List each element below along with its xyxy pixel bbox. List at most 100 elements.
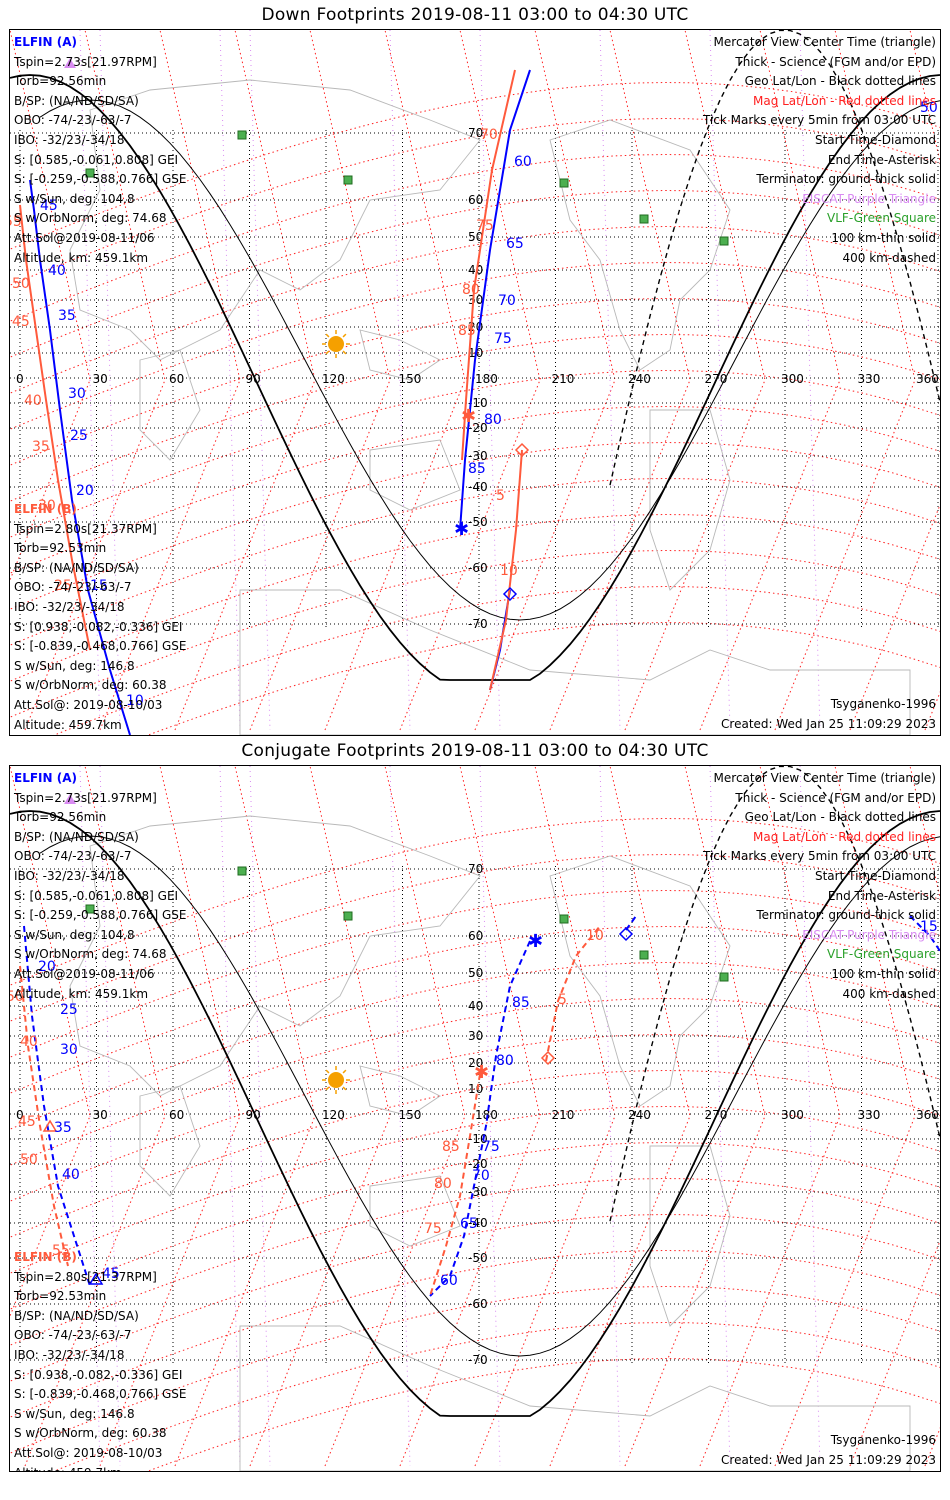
elfin-a-track [909, 915, 940, 952]
lon-tick-label: 360 [916, 372, 939, 386]
elfin-b-line: S w/OrbNorm, deg: 60.38 [14, 678, 167, 693]
legend-item: Mercator View Center Time (triangle) [713, 771, 936, 785]
terminator-ground-line [10, 810, 940, 1417]
legend-item: EISCAT-Purple Triangle [802, 927, 936, 942]
legend-item: Thick - Science (FGM and/or EPD) [735, 790, 936, 805]
lon-tick-label: 60 [169, 1108, 184, 1122]
elfin-a-tick-label: 60 [514, 154, 532, 170]
mag-lat-line [10, 81, 940, 250]
elfin-a-tick-label: 30 [60, 1042, 78, 1058]
mag-lat-line [10, 1249, 940, 1418]
elfin-b-tick-label: 5 [558, 992, 567, 1008]
lon-tick-label: 60 [169, 372, 184, 386]
elfin-b-line: IBO: -32/23/-34/18 [14, 1347, 125, 1362]
sun-icon [328, 1072, 344, 1088]
elfin-b-track [429, 1073, 481, 1297]
elfin-b-header: ELFIN (B) [14, 1250, 77, 1264]
elfin-a-tick-label: 10 [126, 693, 144, 709]
conjugate-footprints-panel: 0 30 60 90 120 150 180 210 240 270 300 330 360 70 60 50… [9, 765, 941, 1472]
elfin-a-tick-label: 60 [440, 1273, 458, 1289]
elfin-a-header: ELFIN (A) [14, 771, 77, 785]
map-canvas: 0 30 60 90 120 150 180 210 240 270 300 330 360706050… [10, 766, 940, 1471]
start-diamond-icon [502, 586, 518, 602]
lon-tick-label: 150 [399, 372, 422, 386]
lon-tick-label: 300 [781, 1108, 804, 1122]
down-footprints-panel: 0 30 60 90 120 150 180 210 240 270 300 330 360 70 60 50… [9, 29, 941, 736]
elfin-b-tick-label: 75 [424, 1221, 442, 1237]
sun-ray [342, 333, 347, 338]
elfin-b-tick-label: 25 [54, 578, 72, 594]
lat-tick-label: 40 [468, 263, 483, 277]
eiscat-line [389, 30, 411, 731]
model-label: Tsyganenko-1996 [830, 1433, 936, 1447]
coastline [369, 1175, 461, 1247]
elfin-b-track [489, 449, 523, 691]
elfin-a-line: S w/OrbNorm, deg: 74.68 [14, 947, 167, 962]
elfin-b-tick-label: 85 [442, 1139, 460, 1155]
lon-tick-label: 240 [628, 1108, 651, 1122]
legend-item: Terminator: ground-thick solid [756, 908, 936, 923]
sun-ray [342, 1086, 347, 1091]
legend-item: 400 km-dashed [842, 250, 936, 265]
elfin-a-track [459, 69, 531, 531]
eiscat-triangle-icon [64, 58, 76, 68]
elfin-a-tick-label: 35 [58, 308, 76, 324]
elfin-b-line: S: [0.938,-0.082,-0.336] GEI [14, 1367, 183, 1382]
terminator-100km-line [39, 99, 940, 621]
elfin-b-tick-label: 30 [38, 498, 56, 514]
elfin-b-info: ELFIN (B) Tspin=2.80s[21.37RPM] Torb=92.… [14, 1248, 187, 1471]
eiscat-line [79, 766, 101, 1467]
elfin-a-tick-label: 20 [38, 959, 56, 975]
start-diamond-icon [618, 926, 634, 942]
mag-lat-line [10, 1177, 940, 1346]
created-timestamp: Created: Wed Jan 25 11:09:29 2023 [721, 717, 936, 731]
elfin-a-line: IBO: -32/23/-34/18 [14, 868, 125, 883]
elfin-a-line: Torb=92.56min [14, 810, 107, 825]
elfin-a-info: ELFIN (A) Tspin=2.73s[21.97RPM] Torb=92.… [14, 769, 187, 1004]
vlf-square-icon [559, 178, 569, 188]
vlf-square-icon [639, 214, 649, 224]
elfin-b-tick-label: 50 [20, 1152, 38, 1168]
mag-lat-line [10, 1033, 940, 1202]
mag-lat-line [10, 549, 940, 718]
lon-tick-label: 180 [475, 1108, 498, 1122]
mag-lat-line [146, 1357, 940, 1471]
lon-tick-label: 300 [781, 372, 804, 386]
elfin-a-tick-label: 15 [90, 578, 108, 594]
elfin-b-line: S: [-0.839,-0.468,0.766] GSE [14, 639, 187, 654]
mag-lon-line [249, 766, 391, 1467]
eiscat-line [599, 30, 621, 731]
elfin-a-line: S w/Sun, deg: 104.8 [14, 191, 135, 206]
elfin-b-tick-label: 55 [52, 1243, 70, 1259]
lon-tick-label: 120 [322, 1108, 345, 1122]
coastline [549, 855, 731, 1107]
terminator-400km-line [609, 766, 940, 1222]
map-canvas: 0 30 60 90 120 150 180 210 240 270 300 330 360706050… [10, 30, 940, 735]
lat-tick-label: 30 [468, 1029, 483, 1043]
mag-lat-line [10, 261, 940, 430]
end-asterisk-icon: ✱ [474, 1062, 489, 1083]
lon-tick-label: 150 [399, 1108, 422, 1122]
lat-tick-label: -10 [468, 1132, 488, 1146]
lat-tick-label: -60 [468, 1297, 488, 1311]
lat-tick-label: 60 [468, 929, 483, 943]
elfin-b-line: S w/Sun, deg: 146.8 [14, 1406, 135, 1421]
terminator-ground-line [10, 74, 940, 681]
end-asterisk-icon: ✱ [454, 519, 469, 540]
lat-tick-label: 50 [468, 230, 483, 244]
lon-tick-label: 210 [552, 372, 575, 386]
eiscat-line [99, 30, 121, 731]
elfin-b-line: Torb=92.53min [14, 541, 107, 556]
legend: Mercator View Center Time (triangle) Thi… [703, 769, 936, 1004]
legend-item: 100 km-thin solid [831, 966, 936, 981]
view-center-triangle-icon [88, 1272, 104, 1285]
lat-tick-label: 70 [468, 126, 483, 140]
elfin-a-line: B/SP: (NA/ND/SD/SA) [14, 829, 139, 844]
vlf-square-icon [343, 175, 353, 185]
coastline [649, 409, 731, 591]
vlf-square-icon [237, 866, 247, 876]
lat-tick-label: 70 [468, 862, 483, 876]
elfin-a-line: OBO: -74/-23/-63/-7 [14, 849, 132, 864]
eiscat-line [219, 766, 241, 1467]
elfin-b-line: S w/Sun, deg: 146.8 [14, 658, 135, 673]
